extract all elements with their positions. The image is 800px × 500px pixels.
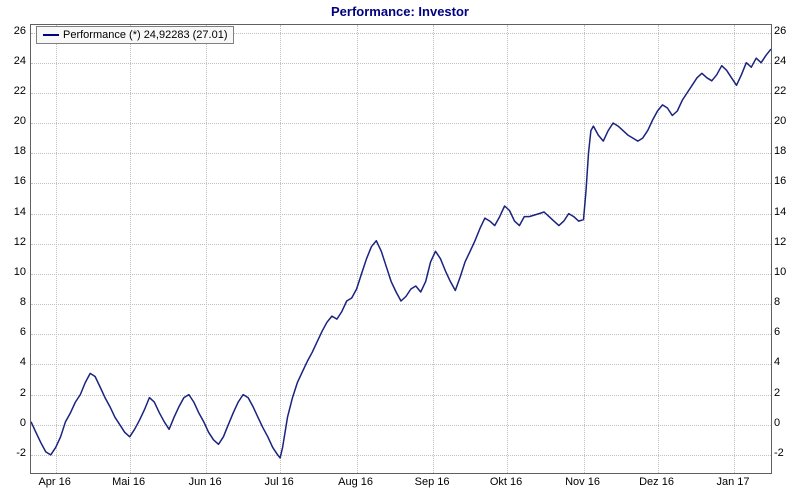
x-tick-label: Nov 16 <box>565 476 600 488</box>
y-tick-label-right: 22 <box>774 85 798 97</box>
x-tick-label: Dez 16 <box>639 476 674 488</box>
y-tick-label-right: 12 <box>774 236 798 248</box>
chart-container: Performance: Investor Performance (*) 24… <box>0 0 800 500</box>
x-tick-label: Jun 16 <box>189 476 222 488</box>
series-line <box>31 25 771 473</box>
y-tick-label: 10 <box>2 266 26 278</box>
x-tick-label: Mai 16 <box>112 476 145 488</box>
legend-line-icon <box>43 34 59 36</box>
y-tick-label-right: 2 <box>774 387 798 399</box>
x-tick-label: Apr 16 <box>38 476 70 488</box>
y-tick-label: -2 <box>2 447 26 459</box>
y-tick-label-right: 24 <box>774 55 798 67</box>
y-tick-label: 4 <box>2 356 26 368</box>
chart-title: Performance: Investor <box>0 0 800 19</box>
y-tick-label-right: 14 <box>774 206 798 218</box>
x-tick-label: Jul 16 <box>264 476 293 488</box>
y-tick-label-right: 10 <box>774 266 798 278</box>
x-tick-label: Jan 17 <box>716 476 749 488</box>
y-tick-label: 14 <box>2 206 26 218</box>
y-tick-label: 0 <box>2 417 26 429</box>
y-tick-label: 26 <box>2 25 26 37</box>
x-tick-label: Aug 16 <box>338 476 373 488</box>
y-tick-label-right: 20 <box>774 115 798 127</box>
y-tick-label: 22 <box>2 85 26 97</box>
y-tick-label: 6 <box>2 326 26 338</box>
y-tick-label: 24 <box>2 55 26 67</box>
y-tick-label: 12 <box>2 236 26 248</box>
legend-label: Performance (*) 24,92283 (27.01) <box>63 29 227 41</box>
x-tick-label: Sep 16 <box>415 476 450 488</box>
y-tick-label-right: 16 <box>774 175 798 187</box>
plot-area <box>30 24 772 474</box>
y-tick-label-right: -2 <box>774 447 798 459</box>
y-tick-label-right: 4 <box>774 356 798 368</box>
legend: Performance (*) 24,92283 (27.01) <box>36 26 234 44</box>
y-tick-label: 20 <box>2 115 26 127</box>
y-tick-label-right: 8 <box>774 296 798 308</box>
y-tick-label-right: 18 <box>774 145 798 157</box>
y-tick-label: 8 <box>2 296 26 308</box>
y-tick-label: 2 <box>2 387 26 399</box>
y-tick-label-right: 0 <box>774 417 798 429</box>
y-tick-label: 18 <box>2 145 26 157</box>
x-tick-label: Okt 16 <box>490 476 522 488</box>
y-tick-label-right: 6 <box>774 326 798 338</box>
y-tick-label-right: 26 <box>774 25 798 37</box>
y-tick-label: 16 <box>2 175 26 187</box>
